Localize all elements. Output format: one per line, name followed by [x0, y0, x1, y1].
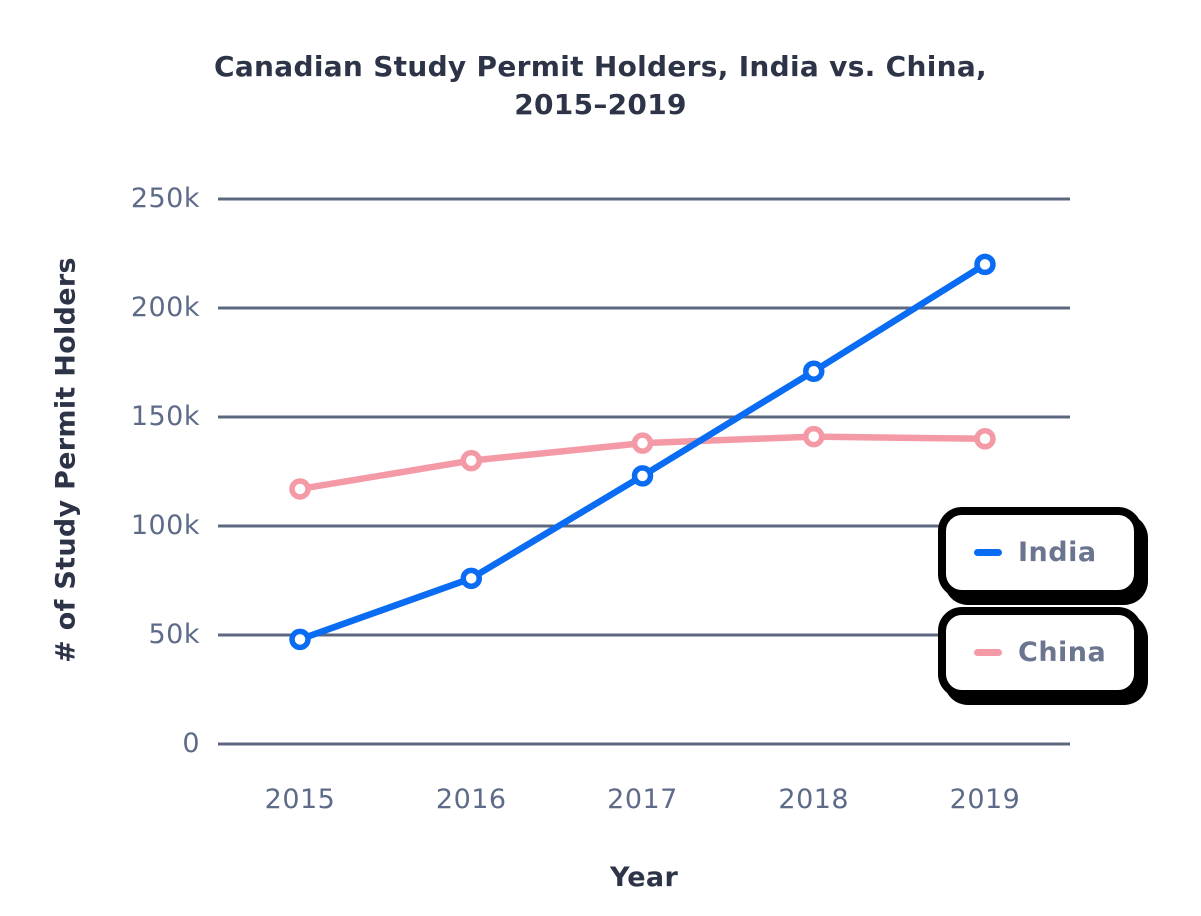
- y-tick-label: 150k: [130, 401, 200, 432]
- data-point-india: [631, 465, 654, 487]
- legend-box-china[interactable]: China: [938, 607, 1142, 698]
- x-tick-label: 2017: [607, 784, 678, 815]
- legend-label: China: [1018, 637, 1107, 668]
- data-point-india: [289, 628, 311, 651]
- x-tick-label: 2019: [949, 784, 1021, 815]
- y-tick-label: 200k: [130, 292, 200, 323]
- y-tick-label: 50k: [148, 619, 200, 650]
- data-point-china: [460, 449, 482, 472]
- y-tick-label: 250k: [130, 183, 200, 214]
- x-tick-label: 2015: [264, 784, 336, 815]
- data-point-china: [803, 425, 825, 448]
- chart-title-line1: Canadian Study Permit Holders, India vs.…: [214, 50, 987, 83]
- x-axis-title: Year: [609, 862, 679, 893]
- legend-swatch-china: [974, 649, 1002, 656]
- data-point-china: [974, 428, 996, 450]
- data-point-india: [460, 567, 482, 590]
- y-tick-label: 100k: [130, 510, 200, 541]
- data-point-india: [974, 253, 996, 276]
- legend-swatch-india: [974, 549, 1002, 556]
- x-tick-label: 2016: [435, 784, 507, 815]
- legend-label: India: [1018, 537, 1097, 568]
- data-point-india: [803, 360, 825, 382]
- x-tick-label: 2018: [778, 784, 850, 815]
- chart-title-line2: 2015–2019: [514, 88, 687, 121]
- legend-box-india[interactable]: India: [938, 507, 1142, 598]
- data-point-china: [289, 478, 311, 500]
- data-point-china: [631, 432, 654, 454]
- y-tick-label: 0: [182, 728, 200, 759]
- chart-title: Canadian Study Permit Holders, India vs.…: [0, 48, 1201, 124]
